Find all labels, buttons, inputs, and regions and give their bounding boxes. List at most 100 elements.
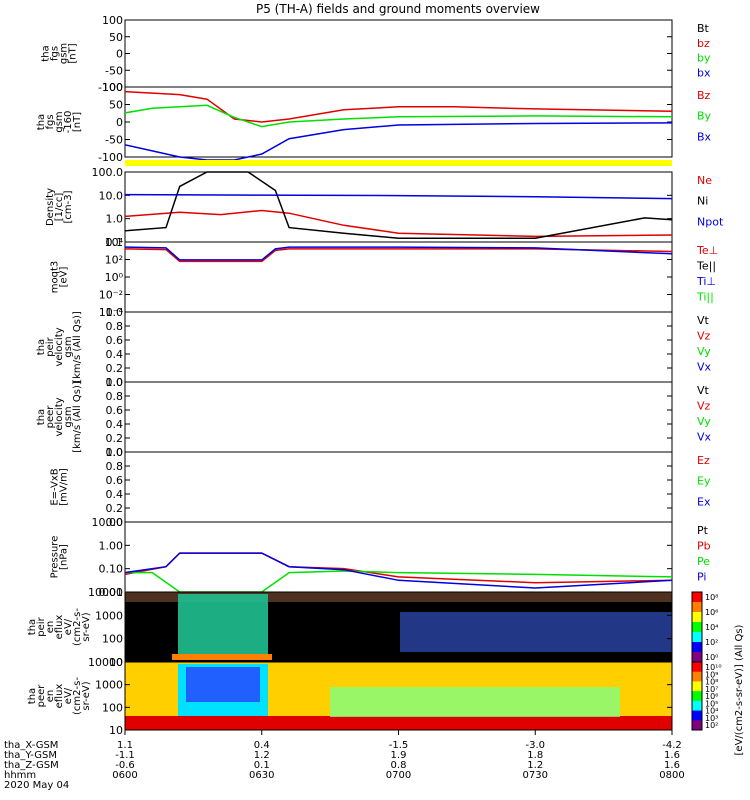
legend-entry: Bt xyxy=(697,22,710,35)
y-axis-label: peir xyxy=(36,616,47,636)
y-axis-label: [nT] xyxy=(68,43,79,63)
series-line-Pi xyxy=(124,552,673,589)
y-axis-label: [mV/m] xyxy=(59,468,70,506)
colorbar-segment xyxy=(692,662,702,673)
y-tick-label: 0.8 xyxy=(106,390,124,403)
ephemeris-value: -4.2 xyxy=(662,740,682,751)
y-tick-label: 0.2 xyxy=(106,362,124,375)
legend-entry: Vz xyxy=(697,330,711,343)
y-tick-label: 0.4 xyxy=(106,488,124,501)
plot-title: P5 (TH-A) fields and ground moments over… xyxy=(256,2,540,16)
series-line-Ne xyxy=(124,209,673,238)
ephemeris-value: 1.9 xyxy=(391,750,407,761)
panel-density: 100.0 10.0 1.0 0.1 Density[1/cc][cm-3] Ne Ni Np… xyxy=(45,160,724,249)
panel-pressure: 10.00 1.00 0.10 0.01 Pressure[nPa] Pt Pb Pe Pi xyxy=(50,516,711,599)
y-tick-label: 0.0 xyxy=(106,376,124,389)
y-axis-label: gsm xyxy=(63,406,74,427)
legend-entry: by xyxy=(697,52,711,65)
colorbar-segment xyxy=(692,632,702,643)
legend-entry: bz xyxy=(697,37,710,50)
y-tick-label: -50 xyxy=(105,134,123,147)
time-axis: tha_X-GSM 1.1 0.4 -1.5 -3.0 -4.2 tha_Y-GSM -1.1… xyxy=(4,730,685,791)
colorbar-tick-label: 10⁵ xyxy=(705,699,718,708)
legend-entry: Bx xyxy=(697,130,712,143)
colorbar: 10⁸ 10⁶ 10⁴ 10² 10⁰ xyxy=(691,591,718,663)
y-tick-label: 1.0 xyxy=(106,213,124,226)
y-tick-label: 0.10 xyxy=(99,563,124,576)
y-tick-label: 1.0 xyxy=(106,446,124,459)
colorbar-tick-label: 10⁷ xyxy=(705,685,718,694)
y-tick-label: 1.0 xyxy=(106,376,124,389)
colorbar-tick-label: 10⁶ xyxy=(705,608,718,617)
panels: 100500-50-100thafgsgsm[nT]Btbzbybx100500… xyxy=(27,14,745,755)
legend-entry: Vy xyxy=(697,345,711,358)
y-axis-label: velocity xyxy=(54,397,65,436)
panel-frame xyxy=(124,381,673,453)
y-tick-label: 0.0 xyxy=(106,516,124,529)
series-line-Ni xyxy=(124,171,673,239)
colorbar-tick-label: 10⁴ xyxy=(705,707,718,716)
spectrogram-plasma-sheet xyxy=(330,687,620,717)
y-axis-label: tha xyxy=(27,619,38,635)
colorbar-frame xyxy=(691,661,703,731)
series-line-By xyxy=(124,104,673,128)
y-axis-label: peir xyxy=(45,336,56,356)
y-tick-label: 0.8 xyxy=(106,460,124,473)
y-axis-label: eV/ xyxy=(63,618,74,635)
panel-peir-velocity: 1.00.80.60.40.20.0thapeirvelocitygsm[km/… xyxy=(36,306,712,389)
y-axis-label: [nT] xyxy=(72,112,83,132)
y-tick-label: 1.00 xyxy=(99,539,124,552)
y-axis-label: peer xyxy=(45,405,56,429)
panel-frame xyxy=(124,19,673,88)
y-axis-label: Density xyxy=(45,188,56,226)
legend-entry: Ti|| xyxy=(696,291,714,304)
y-axis-label: (cm2-s- xyxy=(72,608,83,646)
ephemeris-value: 0800 xyxy=(659,770,684,781)
colorbar-segment xyxy=(692,700,702,712)
y-axis-label: [eV] xyxy=(59,267,70,288)
colorbar-segment xyxy=(692,602,702,613)
series-line-Bx xyxy=(124,122,673,161)
y-axis-label: gsm xyxy=(59,43,70,64)
ephemeris-value: -1.1 xyxy=(115,750,135,761)
legend-entry: Ni xyxy=(697,195,708,208)
spectrogram-plasma-sheet xyxy=(400,612,672,652)
colorbar-tick-label: 10² xyxy=(705,638,718,647)
legend-entry: Vz xyxy=(697,400,711,413)
ephemeris-value: 0700 xyxy=(386,770,411,781)
colorbar-segment xyxy=(692,622,702,633)
legend-entry: Bz xyxy=(697,89,711,102)
bar-strip xyxy=(125,160,672,166)
ephemeris-value: 1.6 xyxy=(664,750,680,761)
y-tick-label: 10² xyxy=(105,254,123,267)
y-axis-label: Pressure xyxy=(50,536,61,579)
y-tick-label: 0.4 xyxy=(106,348,124,361)
y-axis-label: E=-VxB xyxy=(50,468,61,505)
y-tick-label: 10 xyxy=(109,724,123,737)
colorbar-tick-label: 10² xyxy=(705,721,718,730)
panel-frame xyxy=(124,451,673,523)
y-tick-label: 50 xyxy=(109,31,123,44)
y-tick-label: 10⁻² xyxy=(99,289,123,302)
y-axis-label: [nPa] xyxy=(59,544,70,570)
ephemeris-value: 0730 xyxy=(523,770,548,781)
y-axis-label: eflux xyxy=(54,615,65,640)
y-tick-label: 1000 xyxy=(95,609,123,622)
y-tick-label: 1.0 xyxy=(106,306,124,319)
y-axis-label: tha xyxy=(36,409,47,425)
panel-frame xyxy=(124,241,673,313)
y-tick-label: 0.8 xyxy=(106,320,124,333)
spectrogram-lobe-core xyxy=(186,667,260,702)
y-tick-label: 0.2 xyxy=(106,502,124,515)
y-axis-label: gsm xyxy=(54,111,65,132)
spectrogram-low-energy-band xyxy=(125,716,672,730)
legend-entry: Vt xyxy=(697,314,710,327)
legend-entry: Ti⊥ xyxy=(696,275,716,288)
ephemeris-value: 1.6 xyxy=(664,760,680,771)
panel-frame xyxy=(124,86,673,158)
colorbar-segment xyxy=(692,652,702,663)
y-axis-label: fgs xyxy=(45,114,56,129)
colorbar-tick-label: 10⁸ xyxy=(705,593,718,602)
